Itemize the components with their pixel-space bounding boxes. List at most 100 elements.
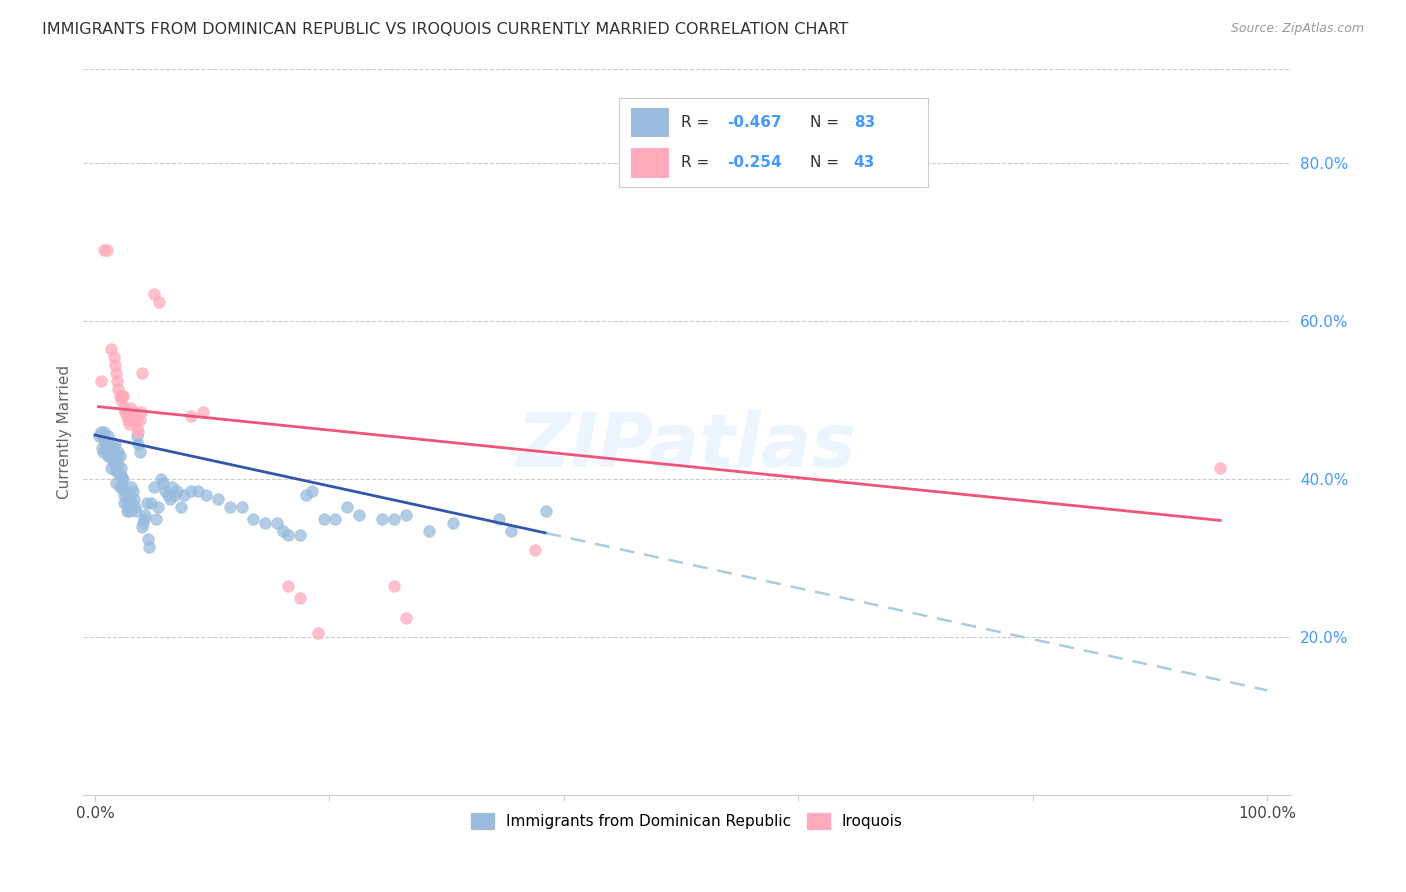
Point <box>131 520 153 534</box>
Point <box>441 516 464 530</box>
Point <box>112 389 135 403</box>
Point <box>127 421 149 435</box>
Text: 43: 43 <box>853 155 875 169</box>
Point <box>131 366 153 380</box>
Point <box>141 496 163 510</box>
Point <box>127 425 149 439</box>
Point <box>394 610 416 624</box>
Point <box>159 492 181 507</box>
Text: Source: ZipAtlas.com: Source: ZipAtlas.com <box>1230 22 1364 36</box>
Point <box>173 488 195 502</box>
Point <box>105 449 128 463</box>
Point <box>191 405 214 419</box>
Point <box>122 405 145 419</box>
Point <box>100 460 122 475</box>
Legend: Immigrants from Dominican Republic, Iroquois: Immigrants from Dominican Republic, Iroq… <box>465 806 908 835</box>
Point <box>156 488 179 502</box>
Point <box>103 350 125 364</box>
Point <box>163 488 186 502</box>
Point <box>125 413 148 427</box>
Point <box>101 441 124 455</box>
Point <box>111 472 134 486</box>
Point <box>135 496 157 510</box>
Point <box>114 405 136 419</box>
Point <box>187 484 209 499</box>
Text: N =: N = <box>810 115 844 129</box>
Point <box>112 401 135 416</box>
Point <box>145 512 167 526</box>
Point <box>382 579 405 593</box>
Point <box>98 441 121 455</box>
Point <box>107 457 129 471</box>
Point <box>125 504 148 518</box>
Point <box>382 512 405 526</box>
Point <box>93 244 115 258</box>
Point <box>169 500 191 514</box>
Point <box>111 389 134 403</box>
Point <box>105 465 128 479</box>
Point <box>120 492 142 507</box>
Point <box>207 492 229 507</box>
Point <box>336 500 359 514</box>
Point <box>295 488 318 502</box>
Point <box>101 452 124 467</box>
Point <box>98 444 121 458</box>
Point <box>121 484 143 499</box>
Point <box>138 540 160 554</box>
Y-axis label: Currently Married: Currently Married <box>58 365 72 499</box>
Point <box>110 393 132 408</box>
Point <box>266 516 288 530</box>
Text: R =: R = <box>681 115 714 129</box>
Point <box>96 244 118 258</box>
Point <box>117 413 139 427</box>
Point <box>111 480 134 494</box>
Point <box>277 527 299 541</box>
Point <box>148 294 170 309</box>
Point <box>94 441 117 455</box>
Point <box>242 512 264 526</box>
Point <box>96 437 118 451</box>
Point <box>536 504 558 518</box>
Point <box>149 472 172 486</box>
Point <box>107 444 129 458</box>
Point <box>136 532 159 546</box>
Point <box>115 504 138 518</box>
Point <box>107 382 129 396</box>
Point <box>195 488 218 502</box>
Point <box>128 444 150 458</box>
Point <box>103 449 125 463</box>
FancyBboxPatch shape <box>631 148 668 177</box>
Point <box>288 527 311 541</box>
Text: -0.254: -0.254 <box>727 155 782 169</box>
Point <box>323 512 346 526</box>
Text: ZIPatlas: ZIPatlas <box>517 410 856 483</box>
Point <box>104 457 127 471</box>
Point <box>122 492 145 507</box>
Point <box>152 476 174 491</box>
Point <box>488 512 510 526</box>
Point <box>347 508 370 522</box>
Point <box>129 405 152 419</box>
Point <box>90 425 112 439</box>
Point <box>128 413 150 427</box>
Point <box>1209 460 1232 475</box>
Point <box>112 472 135 486</box>
Point <box>277 579 299 593</box>
Point <box>523 543 546 558</box>
Point <box>120 480 142 494</box>
Point <box>112 488 135 502</box>
Point <box>121 413 143 427</box>
Point <box>148 500 170 514</box>
Text: N =: N = <box>810 155 844 169</box>
Point <box>112 496 135 510</box>
Point <box>271 524 294 538</box>
Point <box>118 504 141 518</box>
Point <box>231 500 253 514</box>
Point <box>97 429 120 443</box>
Point <box>108 449 131 463</box>
Point <box>312 512 335 526</box>
Point <box>93 433 115 447</box>
Point <box>110 468 132 483</box>
Point <box>91 441 114 455</box>
Point <box>108 389 131 403</box>
